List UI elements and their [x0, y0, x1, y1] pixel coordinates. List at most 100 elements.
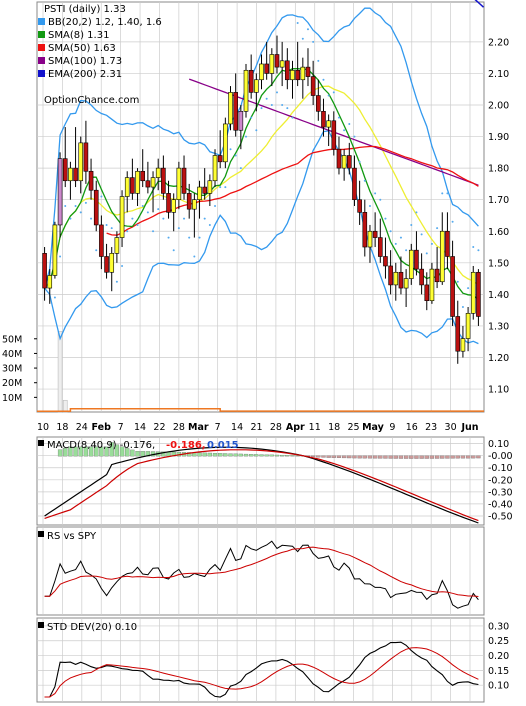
sar-dot: [203, 217, 206, 220]
macd-histogram-bar: [331, 455, 336, 458]
macd-legend: MACD(8,40,9) -0.176, -0.186, 0.015: [38, 440, 239, 451]
sar-dot: [74, 205, 77, 207]
sar-dot: [167, 236, 170, 239]
x-tick-label: 24: [76, 422, 88, 433]
candle-body: [455, 316, 461, 352]
sar-dot: [472, 246, 475, 249]
x-tick-label: 30: [445, 422, 457, 433]
macd-histogram-bar: [398, 455, 404, 459]
legend-label: SMA(100) 1.73: [48, 56, 122, 67]
candle-body: [109, 253, 115, 273]
macd-label: MACD(8,40,9) -0.176,: [47, 440, 155, 451]
price-tick-label: 2.20: [488, 37, 509, 48]
x-tick-label: 7: [215, 422, 221, 433]
x-tick-label: 9: [389, 422, 395, 433]
legend-swatch: [38, 57, 45, 64]
macd-histogram-bar: [440, 455, 445, 459]
macd-histogram-bar: [197, 452, 202, 457]
sar-dot: [157, 208, 160, 211]
x-tick-label: 22: [153, 422, 165, 433]
sar-dot: [172, 249, 175, 252]
candle-body: [450, 256, 455, 317]
candle-body: [93, 189, 99, 226]
price-tick-label: 1.30: [488, 321, 509, 332]
candle-body: [62, 158, 68, 182]
candle-body: [140, 170, 146, 182]
candle-body: [414, 249, 419, 270]
candle-body: [197, 186, 202, 200]
macd-histogram-bar: [471, 455, 476, 459]
candle-body: [377, 237, 383, 257]
rs-average-line: [44, 546, 479, 597]
macd-histogram-bar: [341, 455, 347, 459]
candle-body: [202, 186, 207, 194]
macd-histogram-bar: [383, 455, 388, 459]
candle-body: [88, 170, 94, 191]
candle-body: [181, 167, 187, 194]
candle-body: [285, 60, 290, 81]
sar-dot: [79, 211, 82, 214]
sar-dot: [394, 242, 397, 245]
rs-line: [44, 540, 479, 609]
price-tick-label: 1.70: [488, 195, 509, 206]
candle-body: [248, 69, 254, 93]
volume-line: [37, 408, 484, 413]
sar-dot: [183, 217, 186, 220]
macd-tick-label: -0.40: [488, 499, 513, 510]
sar-dot: [399, 236, 402, 239]
sar-dot: [53, 296, 56, 299]
candle-body: [150, 177, 156, 188]
x-tick-label: 18: [328, 422, 340, 433]
legend-label: BB(20,2) 1.2, 1.40, 1.6: [48, 17, 162, 28]
volume-bar: [62, 399, 68, 413]
price-y-axis: 1.10 1.20 1.30 1.40 1.50 1.60 1.70 1.80 1.90 2.00…: [488, 37, 509, 395]
macd-histogram-bar: [347, 455, 352, 459]
sar-dot: [193, 255, 196, 258]
macd-histogram-bar: [419, 455, 424, 459]
sar-dot: [317, 59, 320, 62]
candle-body: [305, 66, 311, 77]
candle-body: [336, 148, 342, 169]
macd-lines: [44, 442, 481, 524]
macd-histogram-bar: [130, 449, 135, 457]
sar-dot: [239, 167, 242, 170]
candle-body: [166, 193, 171, 213]
macd-histogram-bar: [460, 455, 466, 459]
candles: [42, 35, 481, 364]
macd-histogram-bar: [249, 454, 254, 457]
candle-body: [310, 76, 316, 96]
x-tick-label: Apr: [286, 422, 305, 433]
macd-histogram-bar: [409, 455, 414, 459]
macd-histogram-bar: [83, 446, 89, 457]
macd-tick-label: -0.20: [488, 475, 513, 486]
x-tick-label: 10: [37, 422, 49, 433]
candle-body: [383, 256, 388, 267]
candle-body: [434, 268, 440, 283]
candle-body: [130, 177, 135, 194]
candle-body: [99, 224, 104, 257]
price-tick-label: 1.20: [488, 353, 509, 364]
sar-dot: [415, 211, 418, 214]
candle-body: [212, 155, 218, 182]
macd-histogram-bar: [99, 446, 104, 457]
macd-histogram-bar: [125, 448, 130, 457]
candle-body: [104, 256, 109, 273]
volume-tick-label: 40M: [2, 349, 22, 360]
macd-histogram-bar: [187, 452, 192, 457]
candle-body: [161, 167, 166, 194]
candle-body: [341, 155, 347, 169]
x-tick-label: 14: [134, 422, 146, 433]
macd-histogram-bar: [362, 455, 367, 459]
sar-dot: [425, 252, 428, 255]
sar-dot: [84, 201, 87, 204]
x-tick-label: May: [362, 422, 385, 433]
sar-dot: [348, 122, 351, 125]
std-average-line: [44, 647, 479, 698]
sar-dot: [420, 233, 423, 236]
macd-histogram-bar: [63, 448, 68, 457]
macd-histogram-bar: [280, 454, 285, 457]
macd-histogram-bar: [212, 453, 218, 457]
macd-histogram-bar: [274, 454, 280, 457]
macd-histogram-bar: [465, 455, 471, 459]
